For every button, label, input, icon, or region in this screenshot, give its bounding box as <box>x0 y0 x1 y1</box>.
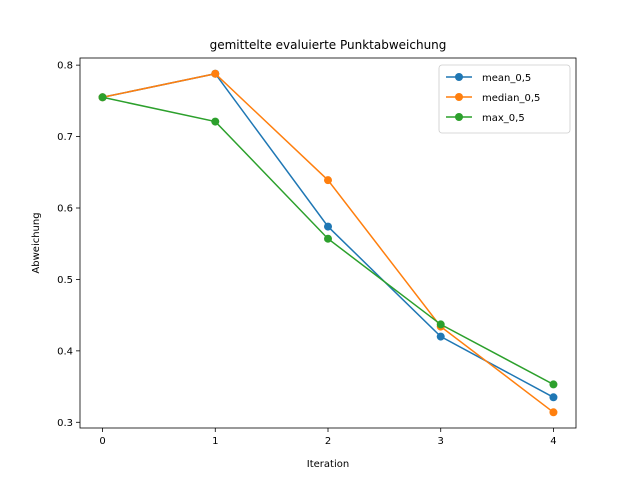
y-tick-label: 0.6 <box>57 204 73 215</box>
legend-label: median_0,5 <box>482 93 540 104</box>
y-axis-label: Abweichung <box>31 212 42 273</box>
chart-title: gemittelte evaluierte Punktabweichung <box>210 38 447 52</box>
y-tick-label: 0.7 <box>57 132 73 143</box>
x-tick-label: 2 <box>325 436 331 447</box>
x-tick-label: 0 <box>99 436 105 447</box>
legend-marker <box>455 73 463 81</box>
y-axis-ticks: 0.3 0.4 0.5 0.6 0.7 0.8 <box>57 61 80 429</box>
x-axis-ticks: 0 1 2 3 4 <box>99 428 557 447</box>
y-tick-label: 0.3 <box>57 418 73 429</box>
data-point <box>436 332 445 341</box>
legend-marker <box>455 93 463 101</box>
data-point <box>549 380 558 389</box>
data-point <box>98 93 107 102</box>
plot-marks <box>98 69 558 417</box>
y-tick-label: 0.8 <box>57 61 73 72</box>
data-point <box>211 69 220 78</box>
data-point <box>324 222 332 231</box>
x-tick-label: 4 <box>550 436 556 447</box>
legend-marker <box>455 113 463 121</box>
data-point <box>324 176 332 185</box>
data-point <box>324 234 332 243</box>
legend: mean_0,5 median_0,5 max_0,5 <box>438 64 571 134</box>
x-tick-label: 1 <box>212 436 218 447</box>
y-tick-label: 0.4 <box>57 346 73 357</box>
x-tick-label: 3 <box>438 436 444 447</box>
legend-label: mean_0,5 <box>482 73 531 84</box>
legend-box <box>438 64 571 134</box>
y-tick-label: 0.5 <box>57 275 73 286</box>
data-point <box>436 320 445 329</box>
legend-label: max_0,5 <box>482 113 525 124</box>
data-point <box>549 408 558 417</box>
data-point <box>211 117 220 126</box>
x-axis-label: Iteration <box>307 459 349 470</box>
data-point <box>549 393 558 402</box>
